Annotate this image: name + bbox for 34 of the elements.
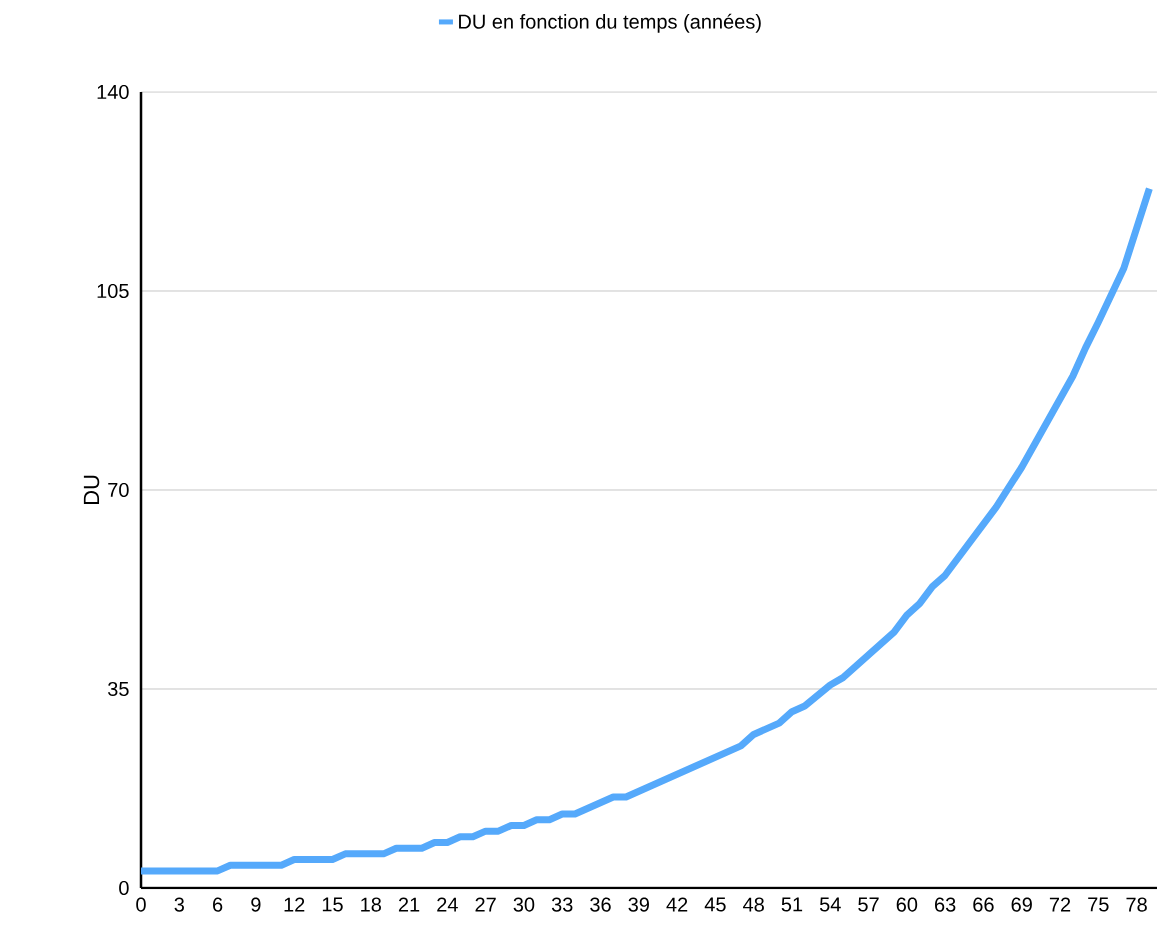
y-tick-label: 35 [108,681,129,697]
x-tick-label: 60 [896,897,918,912]
x-tick-label: 0 [136,897,146,912]
x-tick-label: 45 [704,897,726,912]
x-tick-label: 33 [551,897,573,912]
x-tick-label: 75 [1088,897,1109,912]
x-tick-label: 9 [251,897,261,912]
x-tick-label: 54 [819,897,841,912]
x-tick-label: 15 [322,897,343,912]
x-tick-label: 12 [284,897,305,912]
x-tick-label: 63 [935,897,956,912]
x-tick-label: 6 [213,897,223,912]
x-tick-label: 66 [973,897,994,912]
y-tick-label: 140 [97,84,129,100]
x-tick-label: 3 [174,897,184,912]
x-tick-label: 42 [666,897,688,912]
x-tick-label: 78 [1126,897,1147,912]
y-tick-label: 0 [119,880,129,896]
x-tick-label: 21 [398,897,420,912]
x-tick-label: 36 [590,897,611,912]
x-tick-label: 69 [1011,897,1032,912]
x-tick-label: 51 [781,897,803,912]
x-tick-label: 30 [513,897,535,912]
y-axis-title: DU [83,475,100,505]
x-tick-label: 24 [437,897,458,912]
x-tick-label: 39 [628,897,649,912]
x-tick-label: 27 [475,897,496,912]
x-tick-label: 18 [361,897,382,912]
x-tick-label: 48 [743,897,764,912]
legend-label: DU en fonction du temps (années) [459,13,761,33]
y-tick-label: 70 [108,482,129,498]
x-tick-label: 57 [858,897,879,912]
x-tick-label: 72 [1049,897,1071,912]
y-tick-label: 105 [97,283,129,299]
